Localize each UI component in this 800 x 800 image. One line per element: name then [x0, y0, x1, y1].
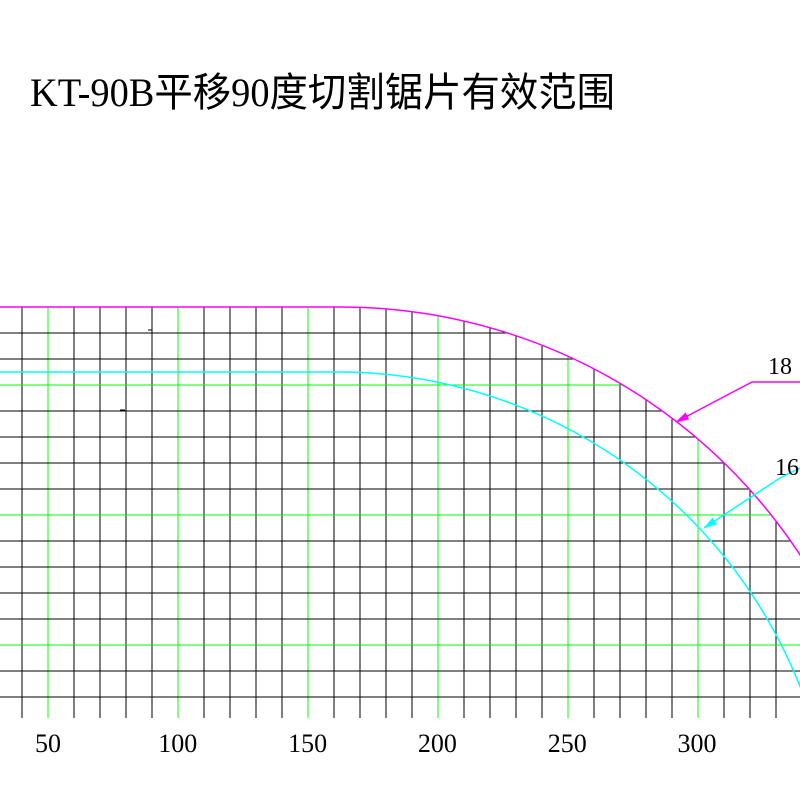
x-label: 100	[158, 729, 197, 758]
title: KT-90B平移90度切割锯片有效范围	[30, 70, 615, 115]
curve-label: 16	[775, 455, 799, 481]
x-label: 150	[288, 729, 327, 758]
x-label: 300	[678, 729, 717, 758]
inner-boundary	[0, 371, 800, 689]
grid	[0, 306, 800, 718]
curve-label: 18	[768, 354, 792, 380]
leader-inner	[703, 467, 800, 529]
x-label: 250	[548, 729, 587, 758]
x-label: 200	[418, 729, 457, 758]
leader-outer	[675, 381, 800, 423]
outer-boundary	[0, 306, 800, 557]
x-label: 50	[35, 729, 61, 758]
